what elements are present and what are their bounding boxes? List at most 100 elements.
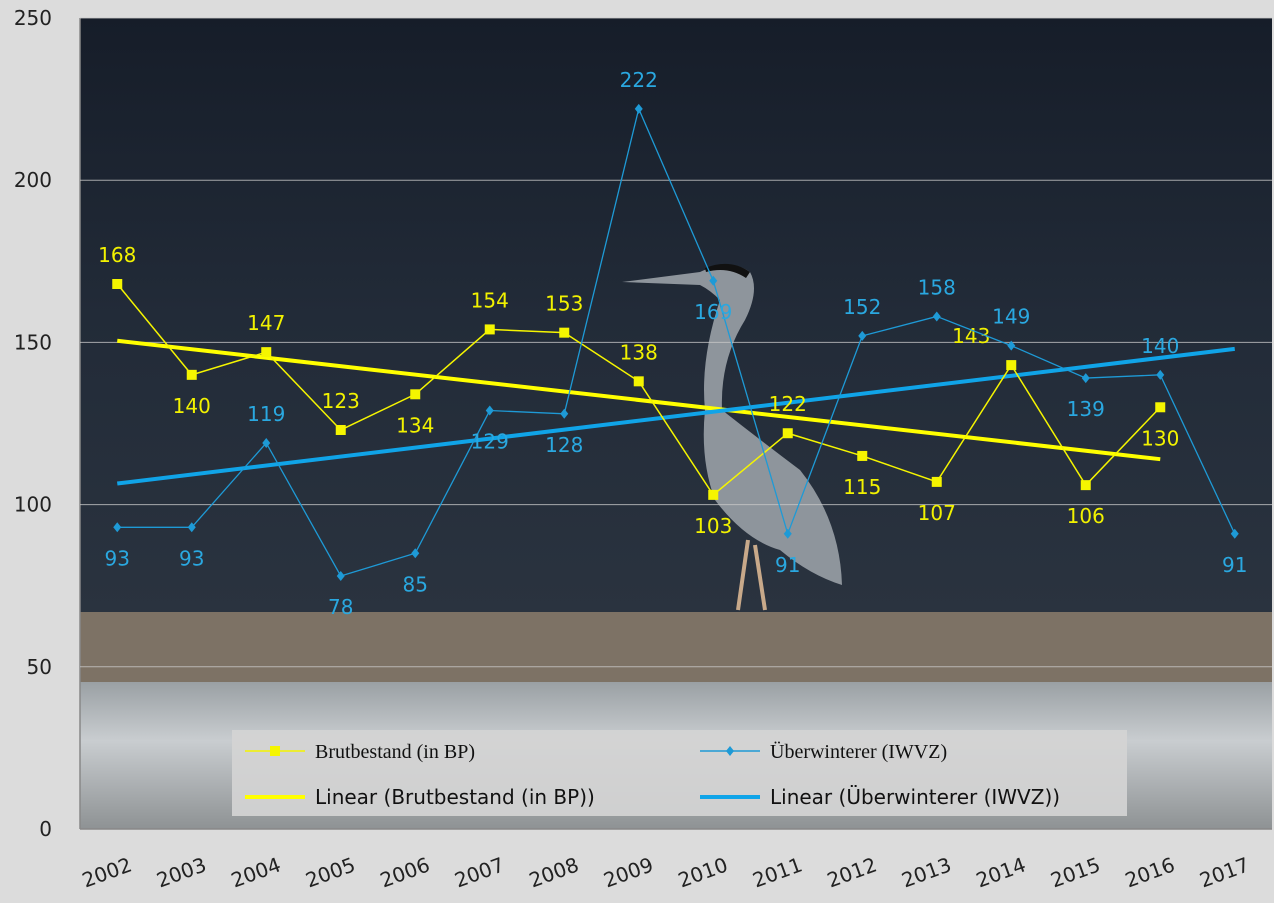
data-label: 123 <box>322 389 360 413</box>
data-label: 91 <box>775 553 800 577</box>
background-water-dark <box>80 18 1272 612</box>
data-label: 103 <box>694 514 732 538</box>
x-tick-label: 2005 <box>302 852 358 892</box>
marker <box>559 327 570 338</box>
data-label: 129 <box>471 430 509 454</box>
x-tick-label: 2016 <box>1122 852 1178 892</box>
data-label: 140 <box>173 394 211 418</box>
data-label: 134 <box>396 413 434 437</box>
marker <box>1006 360 1017 371</box>
marker <box>782 428 793 439</box>
marker <box>186 369 197 380</box>
marker <box>1155 402 1166 413</box>
data-label: 147 <box>247 311 285 335</box>
marker <box>708 489 719 500</box>
data-label: 93 <box>105 546 130 570</box>
x-tick-label: 2011 <box>749 852 805 892</box>
legend-label: Überwinterer (IWVZ) <box>770 740 947 763</box>
marker <box>932 311 941 322</box>
x-tick-label: 2012 <box>824 852 880 892</box>
data-label: 138 <box>620 340 658 364</box>
trend-line <box>117 346 1235 486</box>
marker <box>411 548 420 559</box>
data-label: 122 <box>769 392 807 416</box>
data-label: 149 <box>992 305 1030 329</box>
x-tick-label: 2009 <box>600 852 656 892</box>
marker <box>484 324 495 335</box>
x-tick-label: 2010 <box>675 852 731 892</box>
data-label: 119 <box>247 402 285 426</box>
data-label: 115 <box>843 475 881 499</box>
marker <box>1081 373 1090 384</box>
x-tick-label: 2017 <box>1196 852 1252 892</box>
legend-box <box>232 730 1127 816</box>
x-tick-label: 2014 <box>973 852 1029 892</box>
data-label: 128 <box>545 433 583 457</box>
marker <box>633 376 644 387</box>
x-tick-label: 2004 <box>228 852 284 892</box>
y-tick-label: 0 <box>39 817 52 841</box>
data-label: 169 <box>694 300 732 324</box>
data-label: 107 <box>918 501 956 525</box>
x-tick-label: 2015 <box>1047 852 1103 892</box>
legend-label: Brutbestand (in BP) <box>315 741 475 763</box>
marker <box>261 347 272 358</box>
data-label: 222 <box>620 68 658 92</box>
marker <box>335 424 346 435</box>
y-tick-label: 250 <box>14 6 52 30</box>
marker <box>858 330 867 341</box>
marker <box>1007 340 1016 351</box>
legend-marker <box>270 746 280 756</box>
data-label: 154 <box>471 288 509 312</box>
data-label: 152 <box>843 295 881 319</box>
x-tick-label: 2006 <box>377 852 433 892</box>
marker <box>485 405 494 416</box>
x-tick-label: 2013 <box>898 852 954 892</box>
data-label: 91 <box>1222 553 1247 577</box>
trend-line <box>117 338 1161 462</box>
marker <box>336 570 345 581</box>
legend: Brutbestand (in BP) Überwinterer (IWVZ) Li… <box>232 730 1127 816</box>
x-tick-label: 2007 <box>451 852 507 892</box>
data-label: 93 <box>179 546 204 570</box>
data-label: 85 <box>403 572 428 596</box>
marker <box>262 437 271 448</box>
marker <box>1156 369 1165 380</box>
marker <box>112 279 123 290</box>
y-tick-label: 100 <box>14 493 52 517</box>
x-tick-label: 2002 <box>79 852 135 892</box>
marker <box>1080 480 1091 491</box>
data-label: 130 <box>1141 426 1179 450</box>
marker <box>187 522 196 533</box>
legend-label: Linear (Brutbestand (in BP)) <box>315 785 595 809</box>
marker <box>709 275 718 286</box>
data-label: 140 <box>1141 334 1179 358</box>
heron-legs <box>736 539 767 611</box>
marker <box>857 450 868 461</box>
data-label: 158 <box>918 275 956 299</box>
data-label: 78 <box>328 595 353 619</box>
marker <box>783 528 792 539</box>
data-label: 168 <box>98 243 136 267</box>
x-tick-label: 2003 <box>153 852 209 892</box>
heron-crest <box>705 263 750 278</box>
marker <box>410 389 421 400</box>
marker <box>634 103 643 114</box>
series-line <box>117 106 1236 577</box>
y-tick-label: 200 <box>14 168 52 192</box>
data-label: 106 <box>1067 504 1105 528</box>
data-label: 139 <box>1067 397 1105 421</box>
x-tick-label: 2008 <box>526 852 582 892</box>
marker <box>560 408 569 419</box>
marker <box>931 476 942 487</box>
y-tick-label: 150 <box>14 330 52 354</box>
marker <box>113 522 122 533</box>
y-tick-label: 50 <box>27 655 52 679</box>
background-sand <box>80 612 1272 682</box>
data-label: 143 <box>952 324 990 348</box>
legend-label: Linear (Überwinterer (IWVZ)) <box>770 785 1060 809</box>
legend-marker <box>726 746 734 756</box>
data-label: 153 <box>545 292 583 316</box>
